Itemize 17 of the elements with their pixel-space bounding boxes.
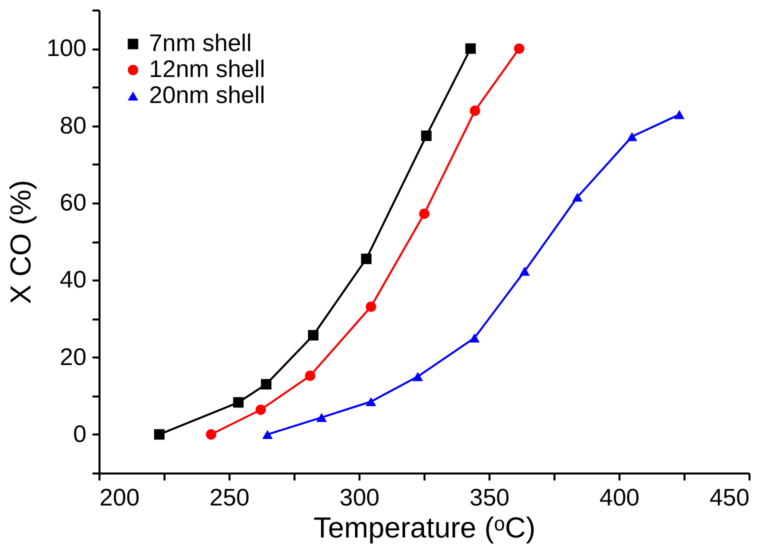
y-tick-label: 0	[73, 420, 86, 448]
x-tick-label: 300	[339, 484, 380, 512]
legend-label: 12nm shell	[149, 56, 266, 83]
legend-label: 7nm shell	[149, 30, 252, 57]
x-tick-label: 400	[599, 484, 640, 512]
y-tick-label: 20	[60, 344, 86, 371]
x-axis-title: Temperature (ᵒC)	[313, 512, 536, 544]
x-tick-label: 450	[709, 484, 750, 512]
x-tick-label: 200	[100, 484, 140, 512]
x-tick-label: 250	[209, 484, 250, 512]
y-tick-label: 80	[60, 112, 86, 140]
y-axis-title: X CO (%)	[5, 180, 38, 304]
y-tick-label: 100	[46, 35, 86, 62]
y-tick-label: 60	[60, 189, 86, 216]
legend-label: 20nm shell	[149, 82, 266, 109]
x-tick-label: 350	[469, 484, 510, 512]
y-tick-label: 40	[60, 266, 86, 294]
